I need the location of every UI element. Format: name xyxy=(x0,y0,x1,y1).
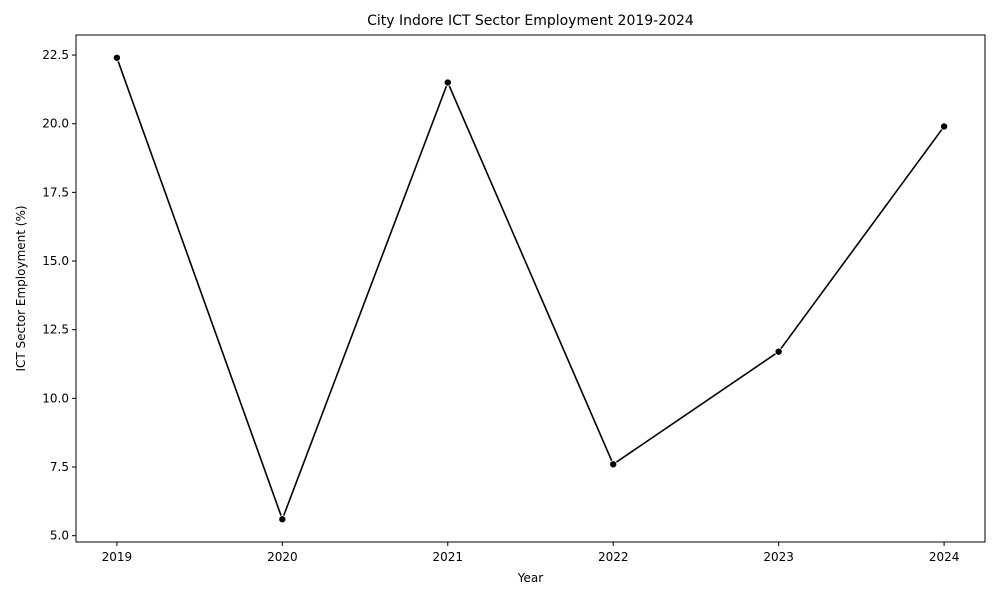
data-point xyxy=(112,53,121,62)
x-tick-label: 2020 xyxy=(267,550,298,564)
y-tick-label: 22.5 xyxy=(42,48,69,62)
x-tick-label: 2019 xyxy=(102,550,133,564)
y-tick-label: 5.0 xyxy=(50,529,69,543)
series-line xyxy=(116,57,945,522)
series xyxy=(112,53,949,524)
plot-frame xyxy=(75,34,986,543)
chart-title: City Indore ICT Sector Employment 2019-2… xyxy=(367,13,694,29)
x-tick-label: 2022 xyxy=(598,550,629,564)
y-tick-label: 17.5 xyxy=(42,185,69,199)
y-axis-label: ICT Sector Employment (%) xyxy=(14,205,28,371)
data-point xyxy=(774,347,783,356)
y-tick-label: 15.0 xyxy=(42,254,69,268)
y-tick-label: 12.5 xyxy=(42,323,69,337)
x-tick-label: 2024 xyxy=(929,550,960,564)
x-tick-label: 2021 xyxy=(433,550,464,564)
y-tick-label: 7.5 xyxy=(50,460,69,474)
x-tick-label: 2023 xyxy=(763,550,794,564)
data-point xyxy=(940,122,949,131)
y-tick-label: 10.0 xyxy=(42,391,69,405)
y-tick-label: 20.0 xyxy=(42,117,69,131)
x-axis-label: Year xyxy=(517,571,543,585)
data-point xyxy=(443,78,452,87)
x-axis-ticks: 2019 2020 2021 2022 2023 2024 xyxy=(102,542,960,564)
data-point xyxy=(609,460,618,469)
y-axis-ticks: 5.0 7.5 10.0 12.5 15.0 17.5 20.0 22.5 xyxy=(42,48,76,543)
data-point xyxy=(278,515,287,524)
